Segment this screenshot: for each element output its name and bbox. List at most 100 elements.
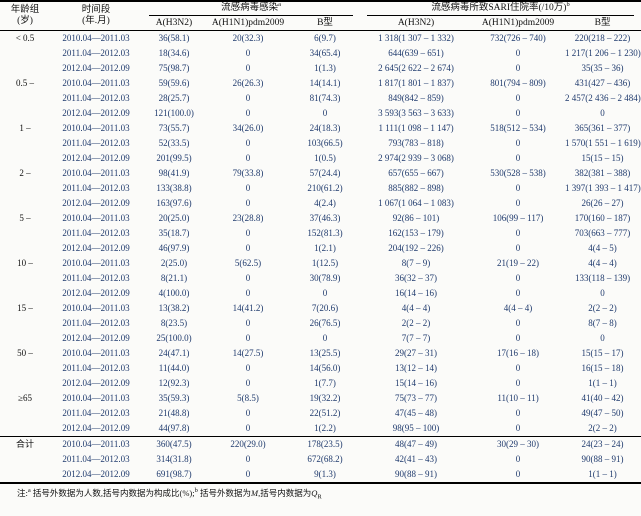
infection-h1n1-cell: 0 [245, 273, 251, 283]
infection-h3n2-cell: 163(97.6) [156, 198, 192, 208]
header-group-infection: 流感病毒感染a [142, 1, 360, 17]
period-cell: 2010.04—2011.03 [62, 258, 130, 268]
age-group-cell [0, 91, 50, 106]
period-cell: 2011.04—2012.03 [62, 138, 130, 148]
age-group-cell [0, 286, 50, 301]
infection-b-cell: 34(65.4) [309, 48, 341, 58]
age-group-cell [0, 181, 50, 196]
sari-b-cell: 15(15 – 17) [581, 348, 624, 358]
infection-b-cell: 1(12.5) [311, 258, 339, 268]
footnote-prefix: 注: [17, 488, 28, 498]
table-row: 2011.04—2012.03 8(21.1) 0 30(78.9) 36(32 – 3… [0, 271, 641, 286]
infection-h3n2-cell: 35(18.7) [158, 228, 190, 238]
table-row: < 0.5 2010.04—2011.03 36(58.1) 20(32.3) 6(9.… [0, 31, 641, 47]
infection-h3n2-cell: 75(98.7) [158, 63, 190, 73]
header-infection-h1n1: A(H1N1)pdm2009 [206, 17, 290, 31]
infection-h1n1-cell: 5(62.5) [234, 258, 262, 268]
footnote-var-m: M [251, 488, 259, 498]
period-cell: 2010.04—2011.03 [62, 123, 130, 133]
table-row: 合计 2010.04—2011.03 360(47.5) 220(29.0) 178(2… [0, 436, 641, 452]
footnote-sup-a: a [27, 487, 31, 495]
infection-h1n1-cell: 0 [245, 423, 251, 433]
infection-b-cell: 0 [322, 108, 328, 118]
table-row: 2012.04—2012.09 75(98.7) 0 1(1.3) 2 645(2 62… [0, 61, 641, 76]
sari-influenza-table: 年龄组 (岁) 时间段 (年.月) 流感病毒感染a 流感病毒所致SARI住院率(… [0, 0, 641, 484]
age-group-cell [0, 361, 50, 376]
table-row: 2011.04—2012.03 11(44.0) 0 14(56.0) 13(12 – … [0, 361, 641, 376]
sari-b-cell: 382(381 – 388) [574, 168, 631, 178]
table-row: 2011.04—2012.03 314(31.8) 0 672(68.2) 42(41 … [0, 452, 641, 467]
sari-h3n2-cell: 4(4 – 4) [401, 303, 431, 313]
age-group-cell [0, 406, 50, 421]
sari-h3n2-cell: 644(639 – 651) [388, 48, 444, 58]
infection-h3n2-cell: 691(98.7) [142, 467, 206, 484]
infection-h3n2-cell: 73(55.7) [158, 123, 190, 133]
infection-h3n2-cell: 20(25.0) [158, 213, 190, 223]
period-cell: 2012.04—2012.09 [62, 63, 130, 73]
sari-h1n1-cell: 106(99 – 117) [492, 213, 544, 223]
infection-h1n1-cell: 14(27.5) [232, 348, 264, 358]
infection-h3n2-cell: 121(100.0) [154, 108, 194, 118]
infection-h1n1-cell: 220(29.0) [206, 436, 290, 452]
age-group-cell: ≥65 [18, 393, 32, 403]
sari-h1n1-cell: 21(19 – 22) [497, 258, 540, 268]
infection-h3n2-cell: 13(38.2) [158, 303, 190, 313]
infection-h1n1-cell: 79(33.8) [232, 168, 264, 178]
infection-b-cell: 210(61.2) [307, 183, 343, 193]
sari-h3n2-cell: 657(655 – 667) [388, 168, 444, 178]
table-row: 2011.04—2012.03 8(23.5) 0 26(76.5) 2(2 – 2) 0… [0, 316, 641, 331]
period-cell: 2011.04—2012.03 [62, 454, 130, 464]
infection-h3n2-cell: 12(92.3) [158, 378, 190, 388]
footnote-marker-b: b [566, 1, 570, 8]
sari-h1n1-cell: 0 [515, 408, 521, 418]
sari-b-cell: 1 570(1 551 – 1 619) [565, 138, 641, 148]
sari-h3n2-cell: 13(12 – 14) [395, 363, 438, 373]
table-row: ≥65 2010.04—2011.03 35(59.3) 5(8.5) 19(32.2)… [0, 391, 641, 406]
sari-h3n2-cell: 36(32 – 37) [395, 273, 438, 283]
period-cell: 2012.04—2012.09 [50, 467, 142, 484]
period-cell: 2012.04—2012.09 [62, 108, 130, 118]
sari-h1n1-cell: 0 [515, 454, 521, 464]
period-cell: 2010.04—2011.03 [50, 436, 142, 452]
header-sari-b: B型 [564, 17, 641, 31]
sari-h3n2-cell: 2 645(2 622 – 2 674) [378, 63, 454, 73]
header-sari-h3n2: A(H3N2) [360, 17, 473, 31]
age-group-cell [0, 421, 50, 437]
infection-h1n1-cell: 0 [245, 108, 251, 118]
infection-h3n2-cell: 46(97.9) [158, 243, 190, 253]
sari-h1n1-cell: 0 [515, 198, 521, 208]
table-row: 2012.04—2012.09 121(100.0) 0 0 3 593(3 563 –… [0, 106, 641, 121]
infection-b-cell: 6(9.7) [314, 33, 336, 43]
header-age-line1: 年龄组 [10, 5, 40, 15]
infection-h3n2-cell: 24(47.1) [158, 348, 190, 358]
header-sari-h1n1: A(H1N1)pdm2009 [472, 17, 565, 31]
sari-h1n1-cell: 0 [515, 228, 521, 238]
infection-b-cell: 30(78.9) [309, 273, 341, 283]
sari-h3n2-cell: 47(45 – 48) [395, 408, 438, 418]
age-group-cell [0, 151, 50, 166]
header-age-group: 年龄组 (岁) [0, 1, 50, 31]
sari-h1n1-cell: 801(794 – 809) [490, 78, 546, 88]
age-group-cell [0, 106, 50, 121]
sari-h3n2-cell: 7(7 – 7) [401, 333, 431, 343]
sari-b-cell: 4(4 – 5) [588, 243, 617, 253]
sari-h3n2-cell: 16(14 – 16) [395, 288, 438, 298]
age-group-cell [0, 376, 50, 391]
infection-h1n1-cell: 0 [245, 198, 251, 208]
infection-h3n2-cell: 8(21.1) [160, 273, 188, 283]
infection-h3n2-cell: 4(100.0) [158, 288, 190, 298]
table-row: 1 – 2010.04—2011.03 73(55.7) 34(26.0) 24(18.… [0, 121, 641, 136]
age-group-cell: 5 – [19, 213, 31, 223]
sari-h1n1-cell: 0 [472, 467, 565, 484]
footnote-text-b-mid: ,括号内数据为 [258, 488, 312, 498]
sari-h1n1-cell: 4(4 – 4) [503, 303, 533, 313]
age-group-cell: 10 – [17, 258, 33, 268]
infection-h1n1-cell: 0 [245, 454, 251, 464]
infection-h1n1-cell: 26(26.3) [232, 78, 264, 88]
table-row: 2012.04—2012.09 691(98.7) 0 9(1.3) 90(88 – 9… [0, 467, 641, 484]
age-group-cell: 2 – [19, 168, 31, 178]
sari-h1n1-cell: 518(512 – 534) [490, 123, 546, 133]
age-group-cell [0, 61, 50, 76]
sari-h1n1-cell: 0 [515, 273, 521, 283]
age-group-cell: < 0.5 [15, 33, 35, 43]
